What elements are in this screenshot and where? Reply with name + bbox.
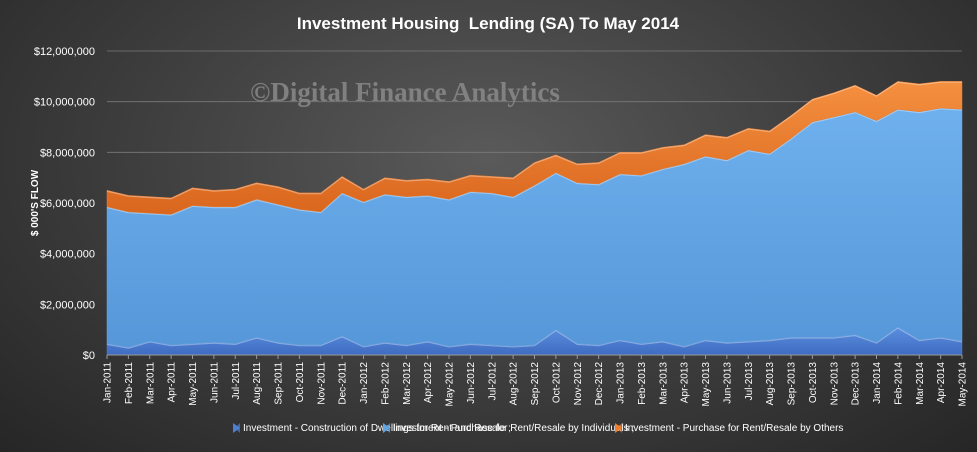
x-tick-label: Mar-2014 — [915, 362, 926, 405]
x-tick-label: May-2012 — [445, 362, 456, 407]
y-tick-label: $8,000,000 — [40, 147, 95, 159]
x-tick-label: Oct-2011 — [295, 362, 306, 403]
y-tick-label: $0 — [83, 350, 95, 362]
x-tick-label: Aug-2011 — [252, 362, 263, 405]
x-tick-label: Jan-2014 — [872, 362, 883, 404]
legend-item-2: Investment - Purchase for Rent/Resale by… — [383, 423, 634, 434]
y-axis-label: $ 000'S FLOW — [30, 169, 41, 236]
area-series-2 — [106, 107, 963, 348]
x-tick-label: Jul-2011 — [231, 362, 242, 400]
x-tick-label: Aug-2012 — [509, 362, 520, 406]
y-tick-label: $2,000,000 — [40, 299, 95, 311]
legend-swatch-shade — [385, 423, 390, 433]
area-series-1-edge — [106, 327, 963, 349]
x-tick-label: Sep-2011 — [274, 362, 285, 405]
y-tick-label: $10,000,000 — [34, 97, 95, 109]
x-axis-ticks: Jan-2011 Feb-2011 Mar-2011 Apr-2011 May-2011… — [103, 355, 969, 406]
x-tick-label: Jun-2011 — [209, 362, 220, 403]
x-tick-label: Oct-2013 — [808, 362, 819, 404]
legend-item-3: Investment - Purchase for Rent/Resale by… — [615, 423, 843, 434]
y-axis-ticks: $0 $2,000,000 $4,000,000 $6,000,000 $8,000,0… — [34, 46, 95, 362]
legend-label: Investment - Purchase for Rent/Resale by… — [625, 423, 843, 434]
x-tick-label: Jan-2012 — [359, 362, 370, 404]
x-tick-label: Apr-2014 — [936, 362, 947, 404]
x-tick-label: Sep-2013 — [787, 362, 798, 406]
legend-item-1: Investment - Construction of Dwellings f… — [233, 423, 511, 434]
x-tick-label: Dec-2012 — [594, 362, 605, 406]
x-tick-label: Feb-2013 — [637, 362, 648, 405]
x-tick-label: Sep-2012 — [530, 362, 541, 406]
x-tick-label: Nov-2013 — [829, 362, 840, 406]
x-tick-label: Dec-2013 — [851, 362, 862, 406]
x-tick-label: Jan-2011 — [103, 362, 114, 403]
area-series-3-edge — [106, 81, 962, 200]
x-tick-label: Aug-2013 — [765, 362, 776, 406]
area-series — [106, 81, 963, 356]
x-tick-label: Nov-2012 — [573, 362, 584, 406]
x-tick-label: Dec-2011 — [338, 362, 349, 405]
x-tick-label: Mar-2011 — [145, 362, 156, 404]
x-tick-label: Apr-2011 — [167, 362, 178, 403]
area-series-2-edge — [106, 108, 963, 216]
legend-swatch-shade — [235, 423, 240, 433]
chart-title: Investment Housing Lending (SA) To May 2… — [297, 14, 680, 33]
x-tick-label: Apr-2012 — [423, 362, 434, 404]
x-tick-label: Apr-2013 — [680, 362, 691, 404]
y-tick-label: $12,000,000 — [34, 46, 95, 58]
x-tick-label: May-2014 — [958, 362, 969, 407]
x-tick-label: May-2011 — [188, 362, 199, 406]
x-tick-label: Feb-2014 — [893, 362, 904, 405]
area-series-3 — [106, 81, 963, 215]
x-tick-label: Nov-2011 — [316, 362, 327, 405]
legend-label: Investment - Construction of Dwellings f… — [243, 423, 511, 434]
x-tick-label: Jul-2012 — [487, 362, 498, 401]
x-tick-label: Oct-2012 — [551, 362, 562, 404]
legend-label: Investment - Purchase for Rent/Resale by… — [393, 423, 634, 434]
y-tick-label: $4,000,000 — [40, 249, 95, 261]
watermark: ©Digital Finance Analytics — [250, 77, 560, 107]
x-tick-label: Jan-2013 — [616, 362, 627, 404]
legend-swatch-shade — [617, 423, 622, 433]
x-tick-label: Feb-2011 — [124, 362, 135, 405]
legend: Investment - Construction of Dwellings f… — [233, 423, 843, 434]
x-tick-label: Jul-2013 — [744, 362, 755, 401]
x-tick-label: Jun-2013 — [722, 362, 733, 404]
x-tick-label: Jun-2012 — [466, 362, 477, 404]
x-tick-label: Mar-2013 — [658, 362, 669, 405]
x-tick-label: May-2013 — [701, 362, 712, 407]
x-tick-label: Mar-2012 — [402, 362, 413, 405]
y-tick-label: $6,000,000 — [40, 198, 95, 210]
x-tick-label: Feb-2012 — [380, 362, 391, 405]
